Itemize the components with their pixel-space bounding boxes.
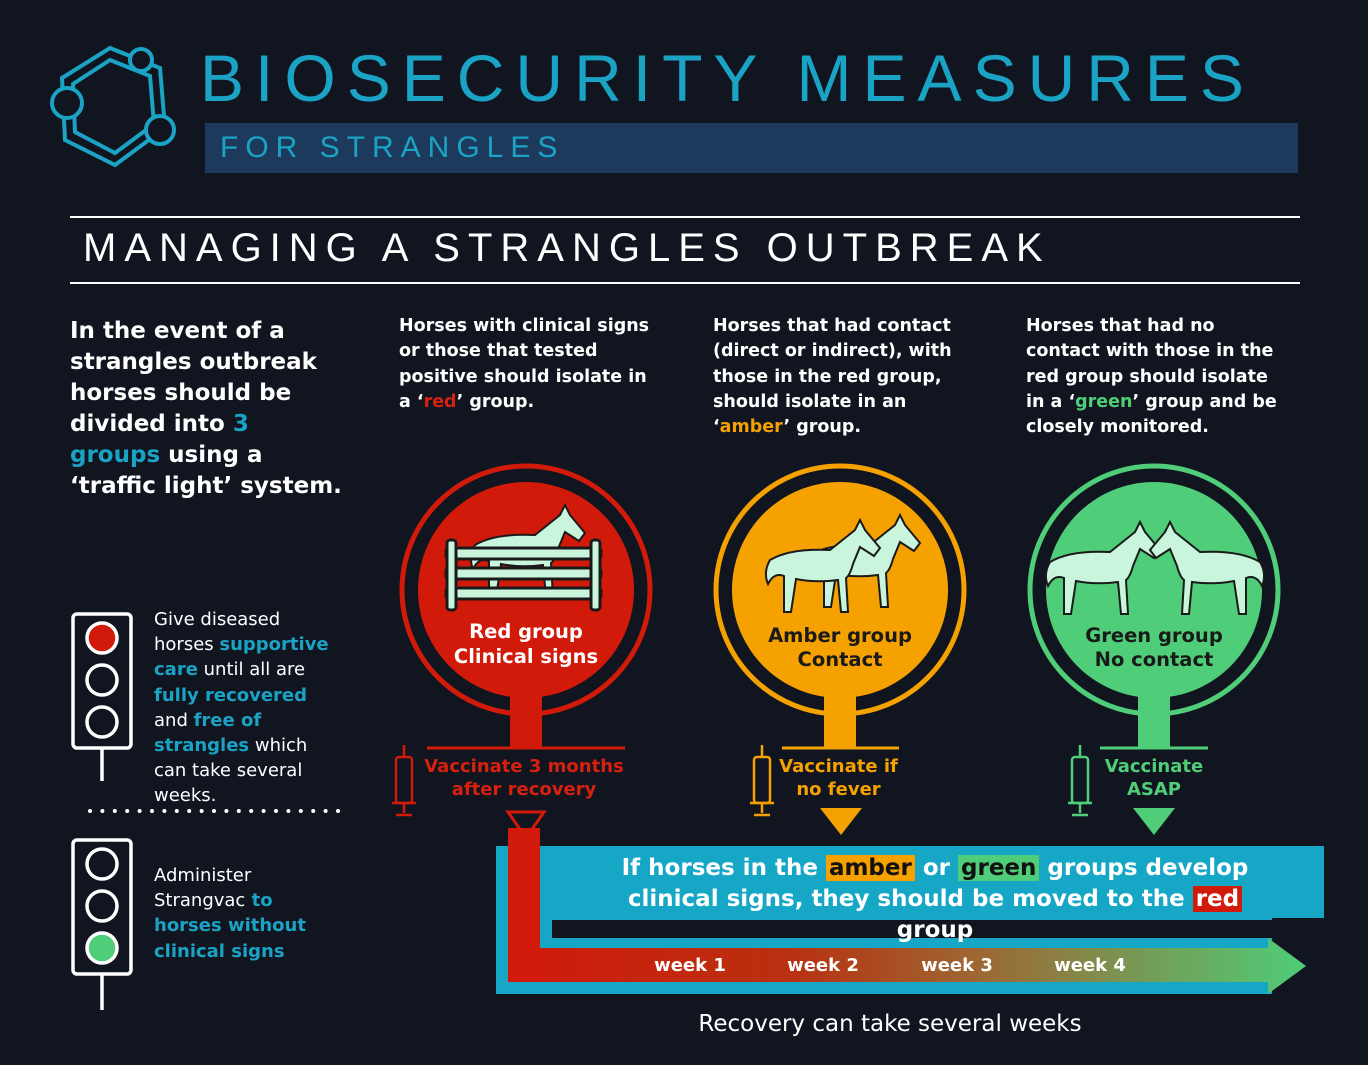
highlight-text: supportive care [154, 634, 329, 681]
red-group-badge [399, 463, 653, 841]
highlight-text: green [958, 855, 1040, 881]
week-label: week 3 [921, 955, 993, 976]
text-segment: group [896, 917, 974, 943]
text-segment: Give diseased horses [154, 609, 281, 656]
traffic-light-green [71, 838, 133, 1010]
text-segment: If horses in the [621, 855, 826, 881]
traffic-light-text: Give diseased horses supportive care unt… [154, 607, 339, 809]
text-segment: Administer Strangvac [154, 865, 252, 912]
text-segment: In the event of a strangles outbreak hor… [70, 318, 317, 437]
group-name: Green group [1085, 624, 1223, 647]
week-label: week 2 [787, 955, 859, 976]
group-name: Red group [469, 620, 583, 643]
highlight-text: 3 groups [70, 411, 249, 468]
group-status: Contact [797, 648, 883, 671]
traffic-light-red [71, 612, 133, 781]
banner-text: If horses in the amber or green groups d… [600, 853, 1270, 946]
highlight-text: red [423, 391, 457, 412]
text-segment: ’ group. [456, 391, 535, 412]
text-segment: until all are [197, 659, 306, 681]
subtitle-bar [205, 123, 1298, 173]
highlight-text: free of strangles [154, 709, 262, 757]
group-name: Amber group [768, 624, 912, 647]
text-segment: Horses that had no contact with those in… [1026, 316, 1274, 412]
highlight-text: fully recovered [154, 684, 308, 706]
highlight-text: green [1075, 391, 1133, 412]
highlight-text: red [1192, 886, 1243, 912]
highlight-text: amber [719, 417, 784, 438]
text-segment: Horses with clinical signs or those that… [399, 316, 650, 412]
virus-logo [50, 45, 176, 168]
subtitle: FOR STRANGLES [220, 131, 565, 164]
text-segment: groups develop clinical signs, they shou… [627, 855, 1249, 912]
caption: Recovery can take several weeks [698, 1011, 1082, 1037]
group-description: Horses with clinical signs or those that… [399, 314, 661, 415]
text-segment: ’ group and be closely monitored. [1026, 391, 1277, 438]
text-segment: or [914, 855, 959, 881]
green-group-badge [1027, 463, 1281, 835]
group-status: No contact [1094, 648, 1214, 671]
amber-group-badge [713, 463, 967, 835]
intro-text: In the event of a strangles outbreak hor… [70, 316, 345, 502]
group-description: Horses that had contact (direct or indir… [713, 314, 975, 440]
syringe-icons [392, 745, 1092, 817]
highlight-text: amber [825, 855, 915, 881]
text-segment: and [154, 709, 194, 731]
week-label: week 1 [654, 955, 726, 976]
group-description: Horses that had no contact with those in… [1026, 314, 1288, 440]
text-segment: Horses that had contact (direct or indir… [713, 316, 952, 438]
text-segment: which can take several weeks. [154, 735, 308, 807]
highlight-text: to horses without clinical signs [154, 890, 306, 962]
group-status: Clinical signs [453, 645, 599, 668]
vaccination-note: Vaccinate ASAP [1104, 756, 1204, 800]
title: BIOSECURITY MEASURES [200, 41, 1255, 115]
timeline-graphic [496, 828, 1324, 994]
vaccination-note: Vaccinate 3 months after recovery [424, 756, 624, 800]
vaccination-note: Vaccinate if no fever [779, 756, 898, 800]
week-label: week 4 [1054, 955, 1126, 976]
section-heading: MANAGING A STRANGLES OUTBREAK [83, 226, 1051, 270]
traffic-light-text: Administer Strangvac to horses without c… [154, 863, 314, 964]
text-segment: ’ group. [783, 417, 862, 438]
text-segment: using a ‘traffic light’ system. [70, 442, 342, 499]
